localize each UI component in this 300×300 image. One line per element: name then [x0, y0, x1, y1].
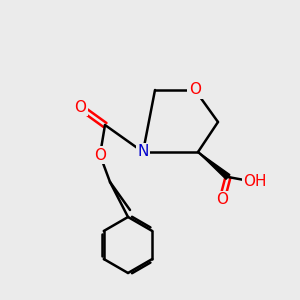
Text: O: O — [216, 193, 228, 208]
Polygon shape — [198, 152, 230, 179]
Text: O: O — [74, 100, 86, 115]
Text: O: O — [189, 82, 201, 98]
Text: N: N — [137, 145, 149, 160]
Text: OH: OH — [243, 175, 267, 190]
Text: O: O — [94, 148, 106, 163]
